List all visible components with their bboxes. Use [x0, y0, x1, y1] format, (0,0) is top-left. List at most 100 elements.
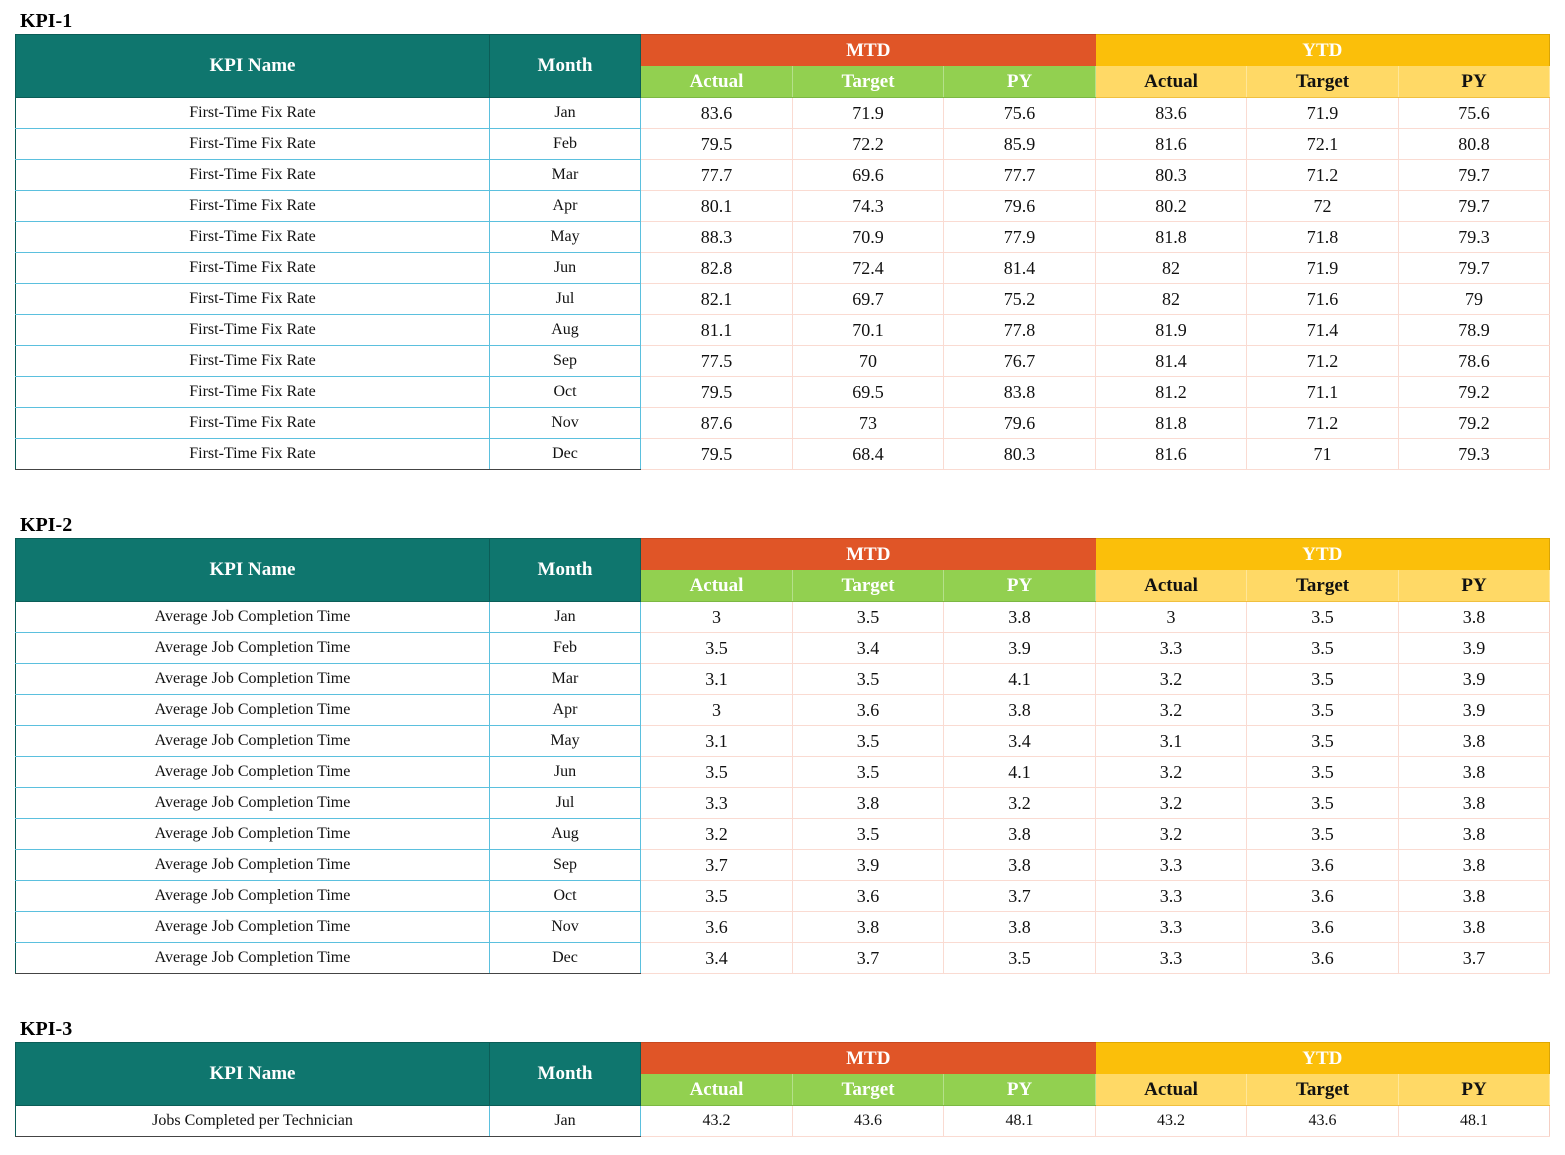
mtd-actual-cell: 3.7: [640, 849, 793, 881]
kpi-name-cell: Average Job Completion Time: [15, 694, 490, 726]
month-cell: Feb: [489, 632, 641, 664]
ytd-target-cell: 3.5: [1246, 818, 1400, 850]
mtd-actual-cell: 3.4: [640, 942, 793, 974]
ytd-header: YTD: [1095, 1042, 1551, 1074]
header-row-sub: Actual Target PY Actual Target PY: [16, 570, 1551, 602]
ytd-py-cell: 3.9: [1398, 663, 1551, 695]
month-header: Month: [489, 1042, 641, 1106]
mtd-py-cell: 76.7: [942, 345, 1097, 377]
mtd-target-cell: 70.1: [792, 314, 944, 346]
kpi-name-cell: First-Time Fix Rate: [15, 252, 490, 284]
mtd-target-cell: 73: [792, 407, 944, 439]
mtd-actual-cell: 81.1: [640, 314, 793, 346]
kpi-name-cell: Average Job Completion Time: [15, 942, 490, 974]
ytd-actual-cell: 43.2: [1095, 1105, 1248, 1137]
mtd-py-cell: 3.7: [942, 880, 1097, 912]
ytd-py-cell: 79.2: [1398, 376, 1551, 408]
kpi-name-cell: First-Time Fix Rate: [15, 345, 490, 377]
ytd-py-cell: 3.8: [1398, 756, 1551, 788]
ytd-actual-cell: 81.6: [1095, 128, 1248, 160]
month-cell: Feb: [489, 128, 641, 160]
ytd-actual-cell: 3.3: [1095, 632, 1248, 664]
ytd-target-cell: 3.6: [1246, 880, 1400, 912]
table-row: Average Job Completion Time Jan 3 3.5 3.8 3 3.…: [15, 601, 1551, 633]
table-row: Average Job Completion Time Jul 3.3 3.8 3.2 3…: [15, 787, 1551, 819]
table-row: Jobs Completed per Technician Jan 43.2 43.6…: [15, 1105, 1551, 1137]
mtd-actual-cell: 3: [640, 694, 793, 726]
kpi-title: KPI-3: [20, 1018, 73, 1040]
mtd-actual-cell: 80.1: [640, 190, 793, 222]
table-row: First-Time Fix Rate Feb 79.5 72.2 85.9 81.6 72…: [15, 128, 1551, 160]
ytd-py-cell: 3.9: [1398, 694, 1551, 726]
month-cell: Nov: [489, 407, 641, 439]
mtd-target-cell: 3.8: [792, 911, 944, 943]
ytd-actual-cell: 82: [1095, 283, 1248, 315]
kpi-name-cell: Average Job Completion Time: [15, 911, 490, 943]
kpi-name-cell: Average Job Completion Time: [15, 787, 490, 819]
kpi-table: KPI Name Month MTD YTD Actual Target PY Actual T…: [15, 538, 1551, 974]
table-row: First-Time Fix Rate Dec 79.5 68.4 80.3 81.6 71…: [15, 438, 1551, 470]
mtd-actual-cell: 3.5: [640, 756, 793, 788]
mtd-py-cell: 83.8: [942, 376, 1097, 408]
table-row: Average Job Completion Time Nov 3.6 3.8 3.8 3…: [15, 911, 1551, 943]
mtd-py-header: PY: [943, 570, 1097, 602]
mtd-target-cell: 43.6: [792, 1105, 944, 1137]
mtd-actual-cell: 3.5: [640, 632, 793, 664]
ytd-actual-cell: 81.9: [1095, 314, 1248, 346]
mtd-target-cell: 3.5: [792, 756, 944, 788]
month-cell: Dec: [489, 438, 641, 470]
kpi-table: KPI Name Month MTD YTD Actual Target PY Actual T…: [15, 1042, 1551, 1137]
table-row: First-Time Fix Rate Jul 82.1 69.7 75.2 82 71.6…: [15, 283, 1551, 315]
kpi-name-cell: First-Time Fix Rate: [15, 128, 490, 160]
mtd-actual-cell: 3.1: [640, 725, 793, 757]
kpi-name-header: KPI Name: [15, 1042, 490, 1106]
ytd-py-cell: 3.8: [1398, 787, 1551, 819]
kpi-name-cell: First-Time Fix Rate: [15, 221, 490, 253]
ytd-target-cell: 71.6: [1246, 283, 1400, 315]
mtd-py-cell: 77.8: [942, 314, 1097, 346]
mtd-target-cell: 71.9: [792, 97, 944, 129]
mtd-target-cell: 3.4: [792, 632, 944, 664]
table-row: Average Job Completion Time Feb 3.5 3.4 3.9 3…: [15, 632, 1551, 664]
table-row: First-Time Fix Rate Apr 80.1 74.3 79.6 80.2 72…: [15, 190, 1551, 222]
ytd-header: YTD: [1095, 34, 1551, 66]
ytd-actual-header: Actual: [1095, 66, 1248, 98]
mtd-target-cell: 3.5: [792, 818, 944, 850]
mtd-target-cell: 69.6: [792, 159, 944, 191]
ytd-target-cell: 3.6: [1246, 849, 1400, 881]
ytd-target-cell: 3.5: [1246, 787, 1400, 819]
ytd-py-cell: 3.8: [1398, 725, 1551, 757]
month-cell: Jun: [489, 756, 641, 788]
ytd-target-header: Target: [1246, 1074, 1400, 1106]
ytd-py-cell: 3.9: [1398, 632, 1551, 664]
ytd-target-cell: 3.5: [1246, 756, 1400, 788]
mtd-target-header: Target: [792, 66, 944, 98]
header-row-sub: Actual Target PY Actual Target PY: [16, 66, 1551, 98]
ytd-actual-cell: 3.3: [1095, 880, 1248, 912]
table-row: First-Time Fix Rate Jun 82.8 72.4 81.4 82 71.9…: [15, 252, 1551, 284]
mtd-actual-cell: 79.5: [640, 438, 793, 470]
ytd-target-cell: 3.5: [1246, 694, 1400, 726]
ytd-actual-cell: 3.3: [1095, 911, 1248, 943]
ytd-actual-cell: 3.2: [1095, 818, 1248, 850]
mtd-py-cell: 80.3: [942, 438, 1097, 470]
ytd-target-cell: 71.2: [1246, 345, 1400, 377]
mtd-actual-cell: 79.5: [640, 128, 793, 160]
mtd-actual-cell: 3: [640, 601, 793, 633]
mtd-py-header: PY: [943, 1074, 1097, 1106]
ytd-actual-cell: 81.6: [1095, 438, 1248, 470]
kpi-name-cell: Jobs Completed per Technician: [15, 1105, 490, 1137]
month-cell: Sep: [489, 345, 641, 377]
mtd-header: MTD: [640, 34, 1096, 66]
mtd-actual-cell: 3.1: [640, 663, 793, 695]
mtd-py-cell: 4.1: [942, 663, 1097, 695]
table-row: First-Time Fix Rate Mar 77.7 69.6 77.7 80.3 71…: [15, 159, 1551, 191]
ytd-py-cell: 78.6: [1398, 345, 1551, 377]
ytd-actual-header: Actual: [1095, 1074, 1248, 1106]
month-cell: Sep: [489, 849, 641, 881]
ytd-actual-header: Actual: [1095, 570, 1248, 602]
ytd-actual-cell: 81.4: [1095, 345, 1248, 377]
table-row: First-Time Fix Rate May 88.3 70.9 77.9 81.8 71…: [15, 221, 1551, 253]
mtd-py-cell: 75.6: [942, 97, 1097, 129]
mtd-actual-cell: 87.6: [640, 407, 793, 439]
